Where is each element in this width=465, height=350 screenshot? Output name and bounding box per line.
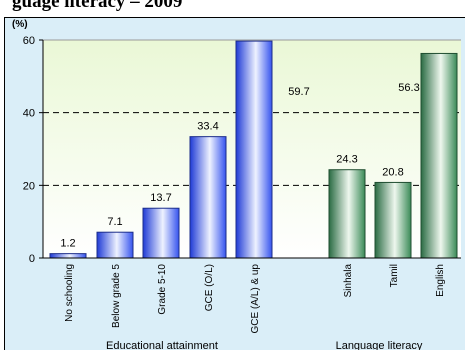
data-label: 13.7 [150,192,171,204]
bar [142,207,180,259]
category-label: Grade 5-10 [157,264,168,315]
y-axis: 0 20 40 60 [23,35,43,265]
chart-title-fragment: guage literacy – 2009 [12,0,183,12]
data-label: 20.8 [382,166,403,178]
data-label: 33.4 [197,121,218,133]
y-tick-label: 20 [23,180,35,192]
bar [96,231,134,259]
bar [235,40,273,259]
data-label: 1.2 [60,238,75,250]
data-labels: 1.2 7.1 13.7 33.4 59.7 24.3 20.8 56.3 [60,82,419,250]
x-axis-group-labels: Educational attainment Language literacy [106,340,423,350]
y-tick-label: 0 [29,253,35,265]
category-label: Below grade 5 [111,264,122,328]
bars [49,40,458,259]
category-label: GCE (O/L) [204,264,215,311]
data-label: 24.3 [336,154,357,166]
y-axis-unit-label: (%) [12,19,28,30]
data-label: 56.3 [398,82,419,94]
y-tick-label: 60 [23,35,35,47]
bar [189,136,227,259]
category-label: Sinhala [343,264,354,298]
y-tick-label: 40 [23,108,35,120]
group-label: Educational attainment [106,340,218,350]
gridlines [43,39,461,186]
x-axis-category-labels: No schooling Below grade 5 Grade 5-10 GCE (… [64,264,446,334]
bar [374,181,412,259]
group-label: Language literacy [336,340,423,350]
category-label: GCE (A/L) & up [250,264,261,334]
category-label: No schooling [64,264,75,322]
data-label: 7.1 [107,216,122,228]
bar [328,169,366,259]
data-label: 59.7 [288,86,309,98]
bar [420,52,458,259]
category-label: English [435,264,446,297]
category-label: Tamil [389,264,400,287]
bar [49,253,87,259]
